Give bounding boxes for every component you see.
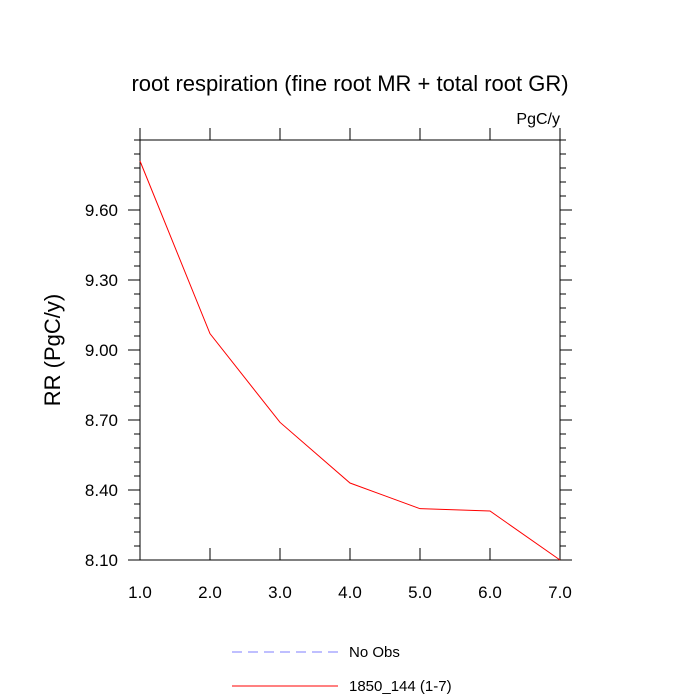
legend: No Obs 1850_144 (1-7)	[232, 644, 452, 695]
y-tick-label: 9.60	[85, 201, 118, 220]
chart-title: root respiration (fine root MR + total r…	[131, 71, 568, 96]
series-line	[139, 160, 561, 561]
x-tick-label: 3.0	[268, 583, 292, 602]
legend-label: No Obs	[349, 644, 400, 661]
x-tick-label: 5.0	[408, 583, 432, 602]
y-tick-label: 8.70	[85, 411, 118, 430]
y-tick-label: 9.30	[85, 271, 118, 290]
x-tick-label: 4.0	[338, 583, 362, 602]
chart-units-label: PgC/y	[516, 111, 560, 128]
x-tick-label: 6.0	[478, 583, 502, 602]
y-tick-label: 8.10	[85, 551, 118, 570]
y-tick-label: 9.00	[85, 341, 118, 360]
plot-frame	[139, 139, 561, 561]
y-axis-label: RR (PgC/y)	[40, 294, 65, 406]
x-tick-label: 7.0	[548, 583, 572, 602]
axes: 1.0 2.0 3.0 4.0 5.0 6.0 7.0 8.10 8.40 8.70 9.00 9.3…	[85, 128, 572, 602]
x-tick-label: 2.0	[198, 583, 222, 602]
x-tick-label: 1.0	[128, 583, 152, 602]
y-tick-label: 8.40	[85, 481, 118, 500]
legend-label: 1850_144 (1-7)	[349, 678, 452, 695]
plot-area	[139, 160, 561, 561]
